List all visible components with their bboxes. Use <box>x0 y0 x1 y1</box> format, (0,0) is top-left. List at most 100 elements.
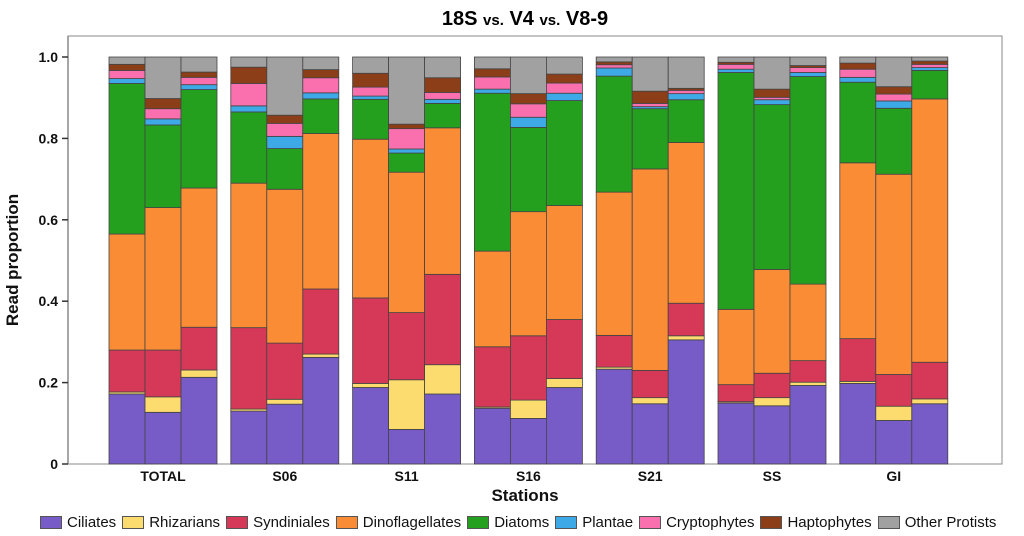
legend-item-ciliates: Ciliates <box>40 514 116 531</box>
bar-segment-cryptophytes <box>230 83 268 107</box>
bar-segment-cryptophytes <box>509 103 547 118</box>
bar-segment-cryptophytes <box>789 67 827 73</box>
bar-segment-haptophytes <box>302 69 340 79</box>
bar-segment-diatoms <box>789 76 827 285</box>
bar-segment-dinoflagellates <box>546 205 583 320</box>
legend-item-other-protists: Other Protists <box>877 514 996 531</box>
bar-segment-cryptophytes <box>631 102 669 108</box>
bar-segment-other-protists <box>230 56 268 68</box>
bar-segment-cryptophytes <box>595 64 633 69</box>
bar-segment-other-protists <box>667 56 705 89</box>
bar-segment-plantae <box>717 68 755 73</box>
bar-segment-other-protists <box>631 56 669 92</box>
bar-segment-diatoms <box>595 75 633 193</box>
bar-segment-ciliates <box>631 403 669 465</box>
bar-segment-syndiniales <box>546 319 583 379</box>
legend-swatch <box>877 516 900 529</box>
bar-segment-haptophytes <box>144 98 182 110</box>
bar-segment-syndiniales <box>108 349 146 393</box>
bar-segment-haptophytes <box>595 61 633 66</box>
bar-segment-plantae <box>388 148 426 154</box>
bar-segment-syndiniales <box>180 326 218 371</box>
bar-segment-other-protists <box>717 56 755 63</box>
station-group-ss <box>717 56 827 465</box>
bar-segment-diatoms <box>424 102 462 129</box>
bar-segment-dinoflagellates <box>388 171 426 313</box>
bar-segment-dinoflagellates <box>753 269 791 374</box>
bar-segment-syndiniales <box>352 297 390 384</box>
bar-segment-diatoms <box>839 81 877 164</box>
bar-segment-haptophytes <box>230 66 268 84</box>
bar-segment-other-protists <box>473 56 511 70</box>
y-tick-label: 0.4 <box>39 293 59 309</box>
bar-segment-cryptophytes <box>667 89 705 95</box>
bar-segment-dinoflagellates <box>424 127 462 275</box>
bar-segment-ciliates <box>230 410 268 465</box>
y-tick-label: 0.6 <box>39 212 59 228</box>
legend-label: Plantae <box>582 514 634 531</box>
legend-swatch <box>122 516 145 529</box>
bar-segment-ciliates <box>789 385 827 465</box>
x-tick-label: SS <box>763 468 782 484</box>
bar-segment-dinoflagellates <box>839 162 877 340</box>
bar-segment-syndiniales <box>717 384 755 403</box>
legend-swatch <box>639 516 662 529</box>
bar-segment-diatoms <box>473 92 511 252</box>
bar-segment-haptophytes <box>108 63 146 71</box>
bar-segment-plantae <box>144 118 182 126</box>
bar-segment-other-protists <box>108 56 146 65</box>
legend-item-dinoflagellates: Dinoflagellates <box>335 514 461 531</box>
station-group-total <box>108 56 218 465</box>
legend-item-plantae: Plantae <box>555 514 633 531</box>
bar-segment-cryptophytes <box>546 82 583 94</box>
bar-segment-cryptophytes <box>144 108 182 120</box>
bar-segment-plantae <box>595 67 633 77</box>
bar-segment-haptophytes <box>546 73 583 84</box>
bar-segment-ciliates <box>717 402 755 465</box>
bar-segment-ciliates <box>144 411 182 465</box>
bar-segment-haptophytes <box>352 72 390 88</box>
bar-segment-dinoflagellates <box>266 188 304 344</box>
bar-segment-cryptophytes <box>473 76 511 90</box>
bar-segment-syndiniales <box>595 334 633 368</box>
bar-segment-plantae <box>546 92 583 101</box>
bar-segment-syndiniales <box>144 349 182 398</box>
bar-segment-plantae <box>509 116 547 128</box>
bar-segment-ciliates <box>546 387 583 465</box>
legend-item-rhizarians: Rhizarians <box>122 514 220 531</box>
bar-segment-ciliates <box>595 368 633 465</box>
bar-segment-other-protists <box>266 56 304 116</box>
bar-segment-cryptophytes <box>424 92 462 100</box>
bar-segment-haptophytes <box>911 60 949 65</box>
bar-segment-haptophytes <box>180 71 218 78</box>
bar-segment-dinoflagellates <box>595 191 633 336</box>
station-group-s11 <box>352 56 462 465</box>
bar-segment-diatoms <box>875 107 913 175</box>
bar-segment-rhizarians <box>789 381 827 386</box>
bar-segment-rhizarians <box>875 405 913 421</box>
chart-title: 18S vs. V4 vs. V8-9 <box>442 8 608 30</box>
bar-segment-diatoms <box>180 89 218 189</box>
bar-segment-diatoms <box>546 100 583 206</box>
bar-segment-plantae <box>180 84 218 90</box>
bar-segment-cryptophytes <box>911 63 949 68</box>
bar-segment-syndiniales <box>230 327 268 410</box>
bar-segment-ciliates <box>388 429 426 465</box>
legend-label: Rhizarians <box>149 514 221 531</box>
bar-segment-ciliates <box>911 403 949 465</box>
x-tick-label: S16 <box>516 468 541 484</box>
bar-segment-dinoflagellates <box>631 168 669 371</box>
bar-segment-dinoflagellates <box>789 283 827 362</box>
y-tick-label: 0 <box>50 456 58 472</box>
bar-segment-rhizarians <box>546 378 583 388</box>
bar-segment-cryptophytes <box>875 93 913 102</box>
x-tick-label: S21 <box>638 468 663 484</box>
legend-swatch <box>467 516 490 529</box>
bar-segment-syndiniales <box>631 369 669 399</box>
bar-segment-ciliates <box>839 383 877 465</box>
bar-segment-ciliates <box>266 403 304 465</box>
legend-label: Ciliates <box>67 514 117 531</box>
bar-segment-diatoms <box>717 72 755 310</box>
bar-segment-other-protists <box>388 56 426 125</box>
bar-segment-syndiniales <box>388 312 426 381</box>
